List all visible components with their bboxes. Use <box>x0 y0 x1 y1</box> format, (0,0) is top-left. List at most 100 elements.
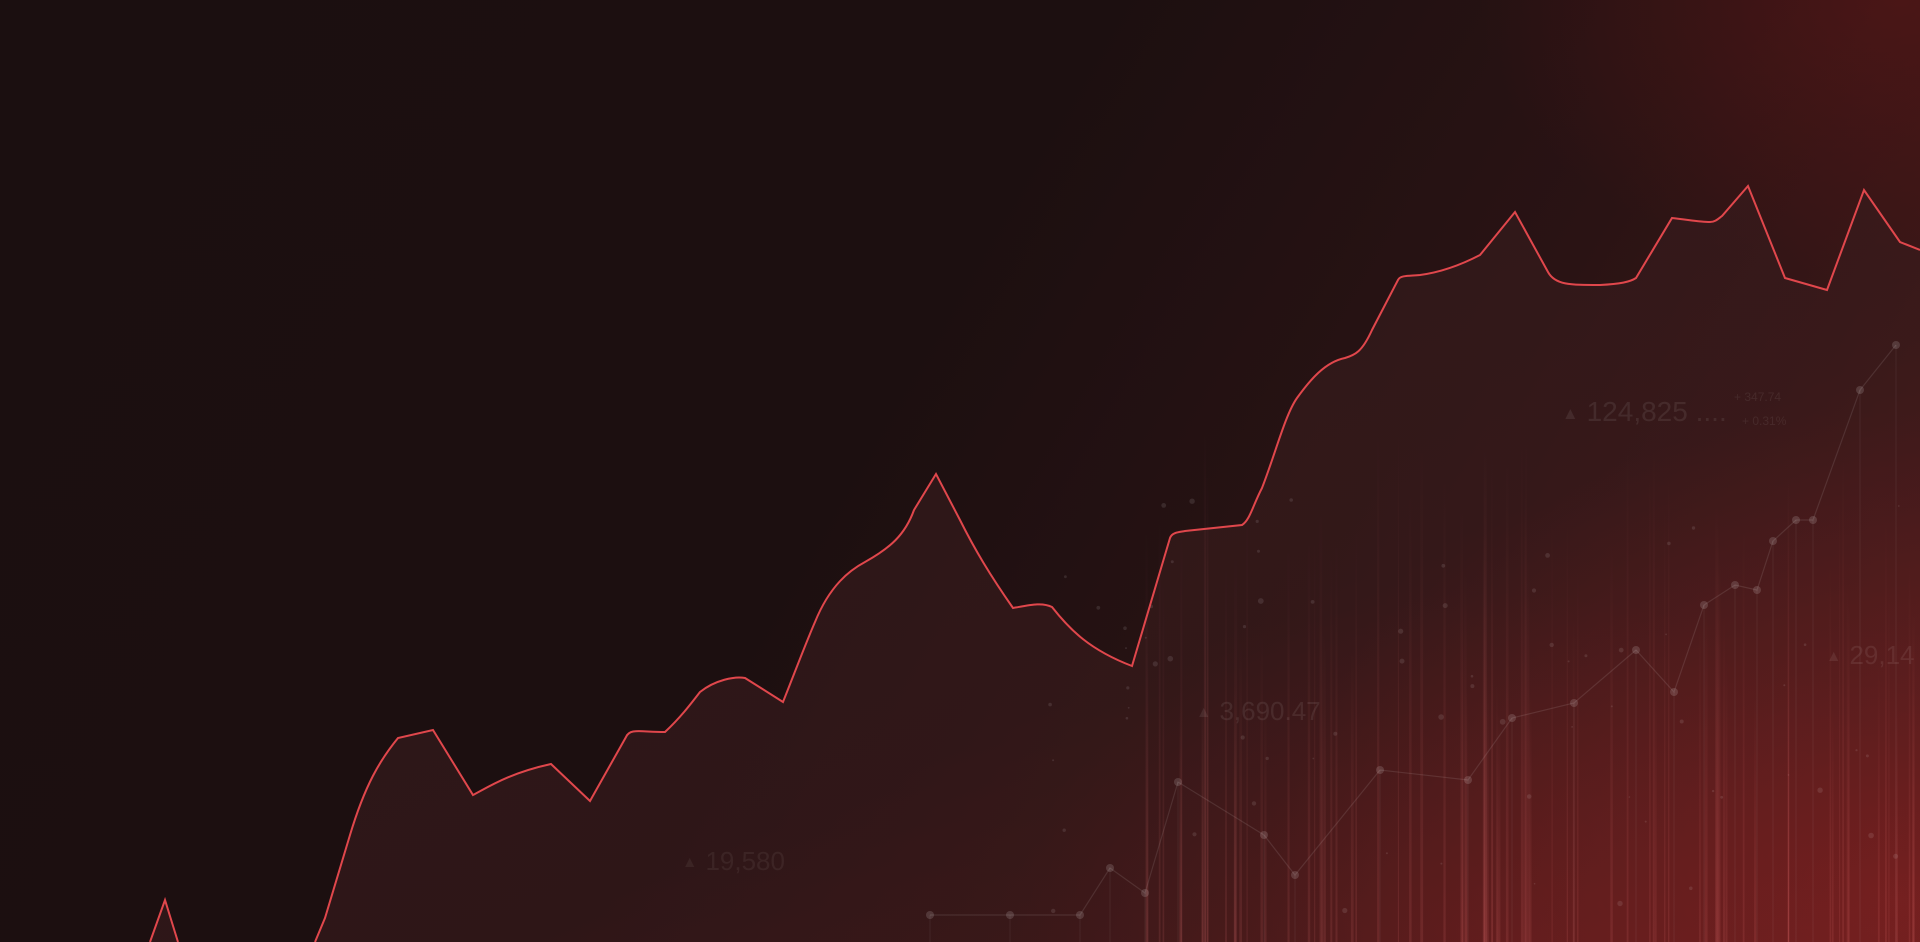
particle-dot <box>1567 660 1570 663</box>
overlay-change: + 347.74 <box>1734 390 1782 404</box>
light-streak <box>1895 698 1898 942</box>
area-fill <box>150 186 1920 942</box>
particle-dot <box>1312 757 1315 760</box>
particle-dot <box>1897 505 1900 507</box>
particle-dot <box>1242 625 1247 629</box>
particle-dot <box>1644 820 1647 823</box>
particle-dot <box>1787 774 1790 776</box>
triangle-up-icon: ▲ <box>682 854 698 872</box>
particle-dot <box>1855 749 1858 752</box>
particle-dot <box>1096 605 1101 610</box>
particle-dot <box>1051 908 1056 914</box>
particle-dot <box>1803 643 1807 646</box>
light-streak <box>1912 617 1914 942</box>
light-streak <box>1330 553 1333 942</box>
light-streak <box>1180 530 1183 942</box>
particle-dot <box>1526 794 1532 799</box>
particle-dot <box>1257 598 1264 604</box>
particle-dot <box>1064 575 1067 579</box>
particle-dot <box>1152 661 1158 667</box>
particle-dot <box>1123 626 1127 630</box>
light-streak <box>1839 499 1841 942</box>
light-streak <box>1572 615 1575 942</box>
particle-dot <box>1783 684 1786 687</box>
particle-dot <box>1531 588 1537 593</box>
light-streak <box>1529 691 1532 942</box>
network-node <box>1731 581 1739 589</box>
light-streak <box>1848 599 1850 942</box>
particle-dot <box>1398 628 1404 634</box>
network-node <box>1174 778 1182 786</box>
particle-dot <box>1265 756 1269 761</box>
particle-dot <box>1571 726 1573 728</box>
light-streak <box>1204 440 1206 942</box>
network-node <box>1792 516 1800 524</box>
light-streak <box>1483 442 1487 942</box>
particle-dot <box>1438 714 1444 720</box>
light-streak <box>1787 473 1790 942</box>
light-streak <box>1350 650 1354 942</box>
light-streak <box>1652 443 1655 942</box>
light-streak <box>1321 642 1324 942</box>
particle-dot <box>1691 526 1696 530</box>
overlay-label: ▲ 124,825 .... <box>1562 396 1727 427</box>
particle-dot <box>1679 719 1684 724</box>
light-streak <box>1716 521 1720 942</box>
network-node <box>1769 537 1777 545</box>
light-streak <box>1495 681 1499 942</box>
particle-dot <box>1144 636 1147 639</box>
network-node <box>926 911 934 919</box>
overlay-label: ▲ 29,14 <box>1826 640 1915 670</box>
light-streak <box>1246 469 1248 942</box>
light-streak <box>1649 460 1651 942</box>
light-streak <box>1207 483 1209 942</box>
light-streak <box>1264 696 1267 942</box>
particle-dot <box>1161 503 1167 508</box>
light-streak <box>1146 646 1149 942</box>
network-node <box>1700 601 1708 609</box>
light-streak <box>1461 624 1464 942</box>
particle-dot <box>1689 886 1693 891</box>
light-streak <box>1162 581 1165 942</box>
particle-dot <box>1441 563 1446 568</box>
triangle-up-icon: ▲ <box>1196 704 1212 722</box>
light-streak <box>1885 517 1887 942</box>
light-streak <box>1314 537 1316 942</box>
light-streak <box>1526 551 1530 942</box>
overlay-percent: + 0.31% <box>1742 414 1787 428</box>
light-streak <box>1497 710 1501 942</box>
light-streak <box>1233 689 1237 942</box>
particle-dot <box>1533 882 1536 885</box>
particle-dot <box>1667 541 1671 546</box>
particle-dot <box>1385 852 1388 855</box>
light-streak <box>1465 688 1468 942</box>
particle-dot <box>1720 795 1724 799</box>
light-streak <box>1335 540 1338 942</box>
particle-dot <box>1052 759 1055 762</box>
network-node <box>1141 889 1149 897</box>
particle-dot <box>1865 754 1869 758</box>
particle-dot <box>1255 519 1259 524</box>
network-node <box>1856 386 1864 394</box>
particle-dot <box>1442 603 1448 609</box>
network-node <box>1291 871 1299 879</box>
particle-dot <box>1167 655 1174 662</box>
light-streak <box>1307 538 1311 942</box>
light-streak <box>1723 612 1726 942</box>
light-streak <box>1754 694 1757 942</box>
network-node <box>1464 776 1472 784</box>
light-streak <box>1158 517 1161 942</box>
network-node <box>1106 864 1114 872</box>
overlay-label: ▲ 19,580 <box>682 846 785 876</box>
light-streak <box>1505 457 1509 942</box>
particle-dot <box>1125 647 1127 650</box>
network-node <box>1753 586 1761 594</box>
particle-dot <box>1470 684 1475 689</box>
light-streak <box>1202 697 1204 942</box>
particle-dot <box>1399 658 1405 664</box>
particle-dot <box>1584 654 1588 658</box>
light-streak <box>1577 566 1579 942</box>
network-node <box>1076 911 1084 919</box>
particle-dot <box>1127 706 1130 709</box>
